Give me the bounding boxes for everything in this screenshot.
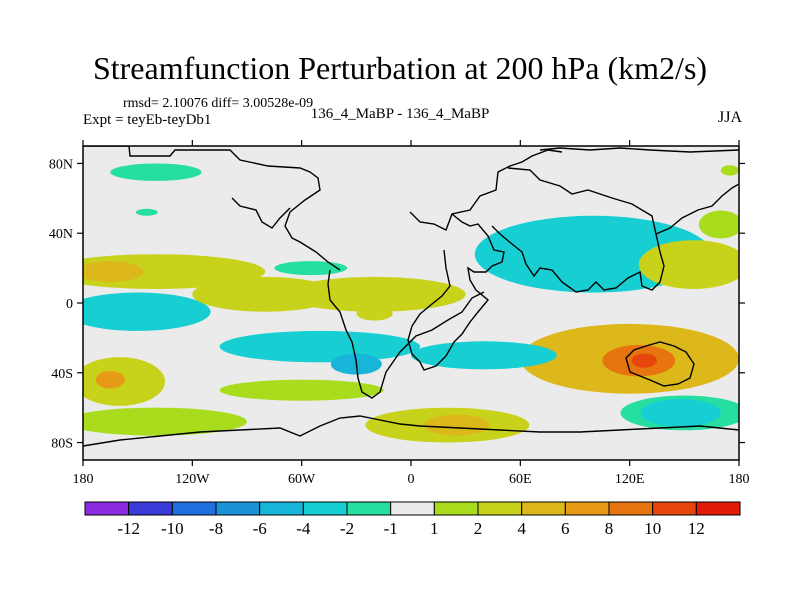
x-tick-label: 60E: [509, 472, 532, 487]
field-positive-core-south-pacific: [95, 371, 125, 389]
field-positive-band-southern-ocean: [219, 379, 384, 401]
coastline-africa: [407, 213, 505, 371]
coastline-east-asia: [655, 183, 739, 235]
colorbar-label: -6: [253, 519, 267, 538]
field-positive-small-north-africa: [356, 306, 393, 321]
field-positive-band-subantarctic: [83, 407, 247, 436]
coastline-australia: [625, 341, 695, 387]
coastline-asia: [491, 167, 665, 293]
coastline-americas-south: [327, 269, 485, 399]
field-positive-core-south-indian: [423, 414, 490, 436]
colorbar-label: 12: [688, 519, 705, 538]
field-negative-small-arctic: [135, 208, 158, 216]
field-positive-peak-indian-ocean: [631, 353, 657, 368]
colorbar-swatch: [564, 501, 610, 516]
colorbar-label: 6: [561, 519, 570, 538]
y-tick-label: 40S: [51, 367, 73, 382]
field-positive-band-west-pacific: [638, 240, 739, 289]
coastline-arctic-islands: [539, 147, 739, 153]
field-negative-north-atlantic-arctic: [110, 163, 202, 181]
y-tick-label: 40N: [49, 227, 73, 242]
colorbar-label: -12: [117, 519, 140, 538]
y-tick-label: 80N: [49, 157, 73, 172]
colorbar: -12 -10 -8 -6 -4 -2 -1 1 2 4 6 8 10 12: [84, 501, 741, 538]
field-negative-small-europe: [274, 261, 348, 276]
experiment-label: Expt = teyEb-teyDb1: [83, 112, 212, 128]
colorbar-label: -1: [384, 519, 398, 538]
coastline-europe: [409, 149, 563, 231]
coastline-americas-north: [83, 146, 341, 271]
case-label: 136_4_MaBP - 136_4_MaBP: [310, 106, 490, 122]
field-negative-band-tropics: [83, 292, 211, 331]
x-tick-label: 120E: [615, 472, 645, 487]
y-tick-label: 80S: [51, 437, 73, 452]
colorbar-label: -8: [209, 519, 223, 538]
x-tick-label: 120W: [175, 472, 210, 487]
colorbar-swatch: [652, 501, 697, 516]
stats-text: rmsd= 2.10076 diff= 3.00528e-09: [123, 96, 314, 111]
colorbar-swatch: [84, 501, 130, 516]
field-positive-band-pacific-north-east: [698, 210, 739, 239]
x-tick-label: 180: [729, 472, 750, 487]
colorbar-swatch: [521, 501, 566, 516]
colorbar-swatch: [215, 501, 261, 516]
colorbar-swatch: [477, 501, 523, 516]
colorbar-swatch: [390, 501, 435, 516]
colorbar-label: 8: [605, 519, 614, 538]
colorbar-swatch: [171, 501, 217, 516]
field-positive-band-east-pacific: [192, 276, 339, 312]
x-tick-label: 180: [73, 472, 94, 487]
coastline-antarctica: [83, 415, 739, 447]
y-tick-label: 0: [66, 297, 73, 312]
contour-field: [83, 163, 739, 443]
colorbar-label: -4: [296, 519, 311, 538]
field-negative-band-tropics-mid: [219, 330, 421, 363]
colorbar-label: -10: [161, 519, 184, 538]
colorbar-label: 2: [474, 519, 483, 538]
colorbar-swatch: [259, 501, 304, 516]
colorbar-label: 1: [430, 519, 439, 538]
colorbar-swatch: [302, 501, 348, 516]
colorbar-label: 4: [517, 519, 526, 538]
coastlines: [83, 146, 739, 447]
x-tick-label: 0: [408, 472, 415, 487]
field-positive-core-atlantic: [283, 276, 466, 312]
colorbar-swatch: [128, 501, 173, 516]
field-positive-small-arctic-east: [720, 165, 739, 176]
field-negative-band-south-atlantic: [411, 341, 557, 370]
colorbar-label: -2: [340, 519, 354, 538]
coastline-greenland: [231, 197, 291, 229]
field-negative-core-asia: [529, 233, 639, 269]
colorbar-swatch: [433, 501, 479, 516]
colorbar-swatch: [608, 501, 654, 516]
colorbar-swatch: [346, 501, 392, 516]
colorbar-swatch: [695, 501, 741, 516]
field-negative-core-antarctic-east: [640, 398, 721, 427]
field-positive-core-pacific: [83, 261, 144, 283]
chart-title: Streamfunction Perturbation at 200 hPa (…: [92, 50, 708, 86]
season-label: JJA: [717, 109, 742, 126]
colorbar-label: 10: [644, 519, 661, 538]
x-tick-label: 60W: [288, 472, 316, 487]
axes: 180 120W 60W 0 60E 120E 180 80N 40N 0 40S 80S: [49, 140, 750, 487]
